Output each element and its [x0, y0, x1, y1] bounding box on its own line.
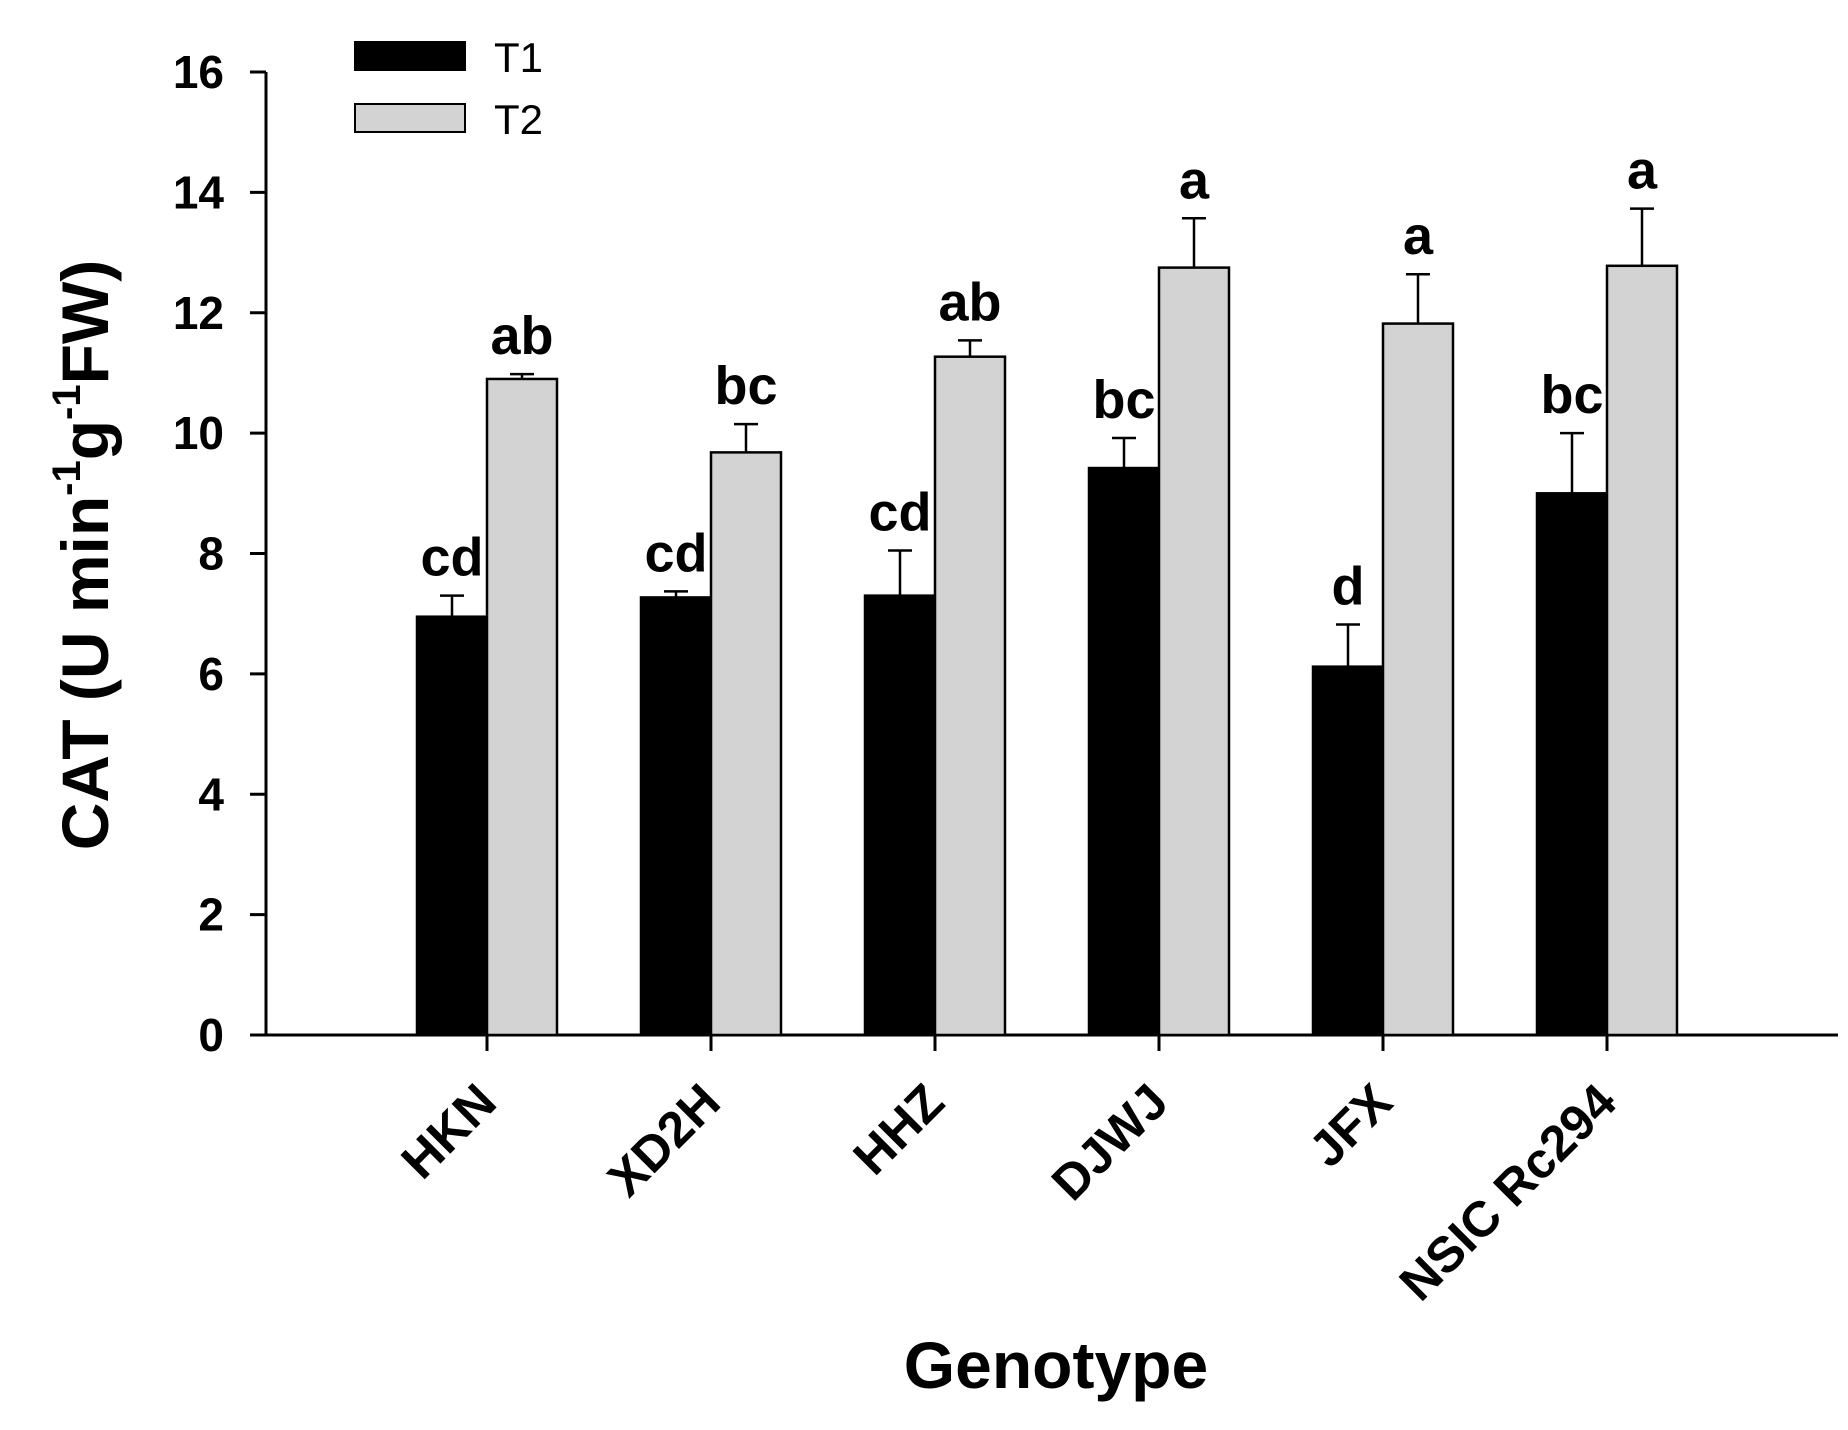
x-tick-label: NSIC Rc294 — [1389, 1073, 1627, 1311]
significance-label: bc — [1092, 370, 1155, 430]
legend-label-t2: T2 — [494, 96, 543, 143]
x-tick-label: DJWJ — [1041, 1073, 1179, 1211]
y-tick-label: 16 — [173, 46, 224, 98]
x-tick-label: HKN — [391, 1073, 507, 1189]
bar-t1-hkn — [415, 615, 489, 1037]
significance-label: cd — [868, 482, 931, 542]
x-tick-label: HHZ — [843, 1073, 955, 1185]
significance-label: ab — [490, 306, 553, 366]
significance-label: d — [1332, 557, 1365, 617]
significance-label: cd — [420, 528, 483, 588]
y-tick-label: 8 — [198, 528, 224, 580]
legend-swatch-t2 — [354, 103, 466, 133]
y-tick-label: 4 — [198, 768, 224, 820]
bar-t1-xd2h — [639, 596, 713, 1037]
bar-t1-jfx — [1311, 665, 1385, 1037]
y-tick-label: 0 — [198, 1009, 224, 1061]
y-tick-label: 2 — [198, 889, 224, 941]
bar-t2-hkn — [485, 377, 559, 1037]
y-axis-title-prefix: CAT (U min — [48, 496, 122, 850]
legend: T1 T2 — [354, 34, 543, 143]
significance-label: a — [1403, 206, 1434, 266]
x-axis-title: Genotype — [904, 1328, 1208, 1402]
significance-label: a — [1627, 141, 1658, 201]
significance-label: ab — [938, 272, 1001, 332]
bar-t1-hhz — [863, 594, 937, 1037]
y-tick-label: 6 — [198, 648, 224, 700]
bar-t1-nsic-rc294 — [1535, 492, 1609, 1037]
significance-label: bc — [1540, 365, 1603, 425]
x-tick-label: JFX — [1298, 1073, 1402, 1177]
bar-t1-djwj — [1087, 466, 1161, 1037]
bar-t2-nsic-rc294 — [1605, 264, 1679, 1037]
significance-label: cd — [644, 523, 707, 583]
significance-label: bc — [714, 356, 777, 416]
significance-label: a — [1179, 150, 1210, 210]
y-axis-title-sup1: -1 — [45, 460, 89, 496]
legend-label-t1: T1 — [494, 34, 543, 81]
legend-swatch-t1 — [354, 41, 466, 71]
y-tick-label: 10 — [173, 407, 224, 459]
y-axis-title-sup2: -1 — [45, 384, 89, 420]
x-tick-label: XD2H — [597, 1073, 731, 1207]
y-axis-title-mid: g — [48, 420, 122, 460]
plot-area: 0 2 4 6 8 10 12 14 16 cd cd cd bc d bc ab bc ab a a a HKN XD2H… — [173, 46, 1838, 1311]
y-tick-label: 12 — [173, 287, 224, 339]
bar-t2-djwj — [1157, 266, 1231, 1037]
bar-t2-jfx — [1381, 322, 1455, 1037]
y-tick-label: 14 — [173, 166, 225, 218]
bar-t2-hhz — [933, 355, 1007, 1037]
bar-t2-xd2h — [709, 451, 783, 1037]
y-axis-title: CAT (U min-1g-1FW) — [45, 260, 122, 850]
y-axis-title-suffix: FW) — [48, 260, 122, 385]
